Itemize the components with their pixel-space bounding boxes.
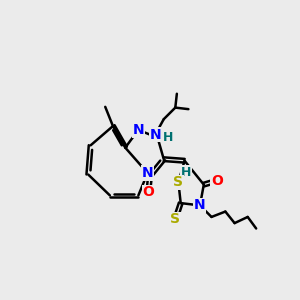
Text: S: S <box>170 212 180 226</box>
Text: H: H <box>181 166 191 179</box>
Text: N: N <box>133 123 144 137</box>
Text: H: H <box>162 131 173 144</box>
Text: S: S <box>173 175 183 189</box>
Text: N: N <box>142 166 153 180</box>
Text: N: N <box>194 198 206 212</box>
Text: O: O <box>142 185 154 199</box>
Text: O: O <box>211 174 223 188</box>
Text: N: N <box>149 128 161 142</box>
